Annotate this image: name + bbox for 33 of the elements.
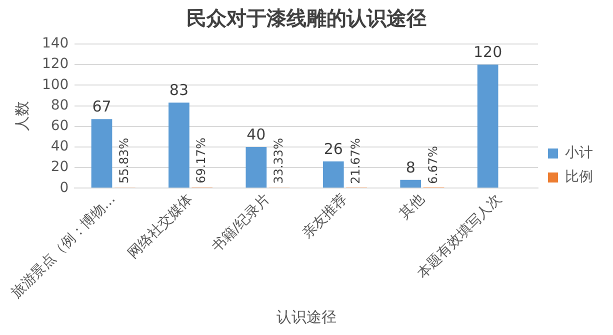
data-label: 120 (473, 42, 502, 61)
y-tick-label: 120 (42, 56, 69, 72)
data-label: 26 (324, 140, 343, 158)
y-tick-label: 80 (50, 97, 69, 114)
data-label: 8 (406, 158, 416, 176)
data-label: 55.83% (117, 138, 132, 184)
x-axis-title: 认识途径 (276, 308, 336, 326)
bar (168, 102, 190, 188)
data-label: 69.17% (194, 138, 208, 184)
data-label: 21.67% (348, 138, 363, 184)
y-tick-label: 60 (50, 118, 69, 134)
data-label: 33.33% (271, 138, 286, 184)
data-label: 40 (246, 125, 266, 144)
x-tick-label: 网络社交媒体 (125, 191, 196, 262)
x-tick-label: 其他 (396, 191, 428, 222)
bar (400, 180, 422, 188)
y-tick-label: 100 (42, 76, 69, 93)
y-axis-title: 人数 (12, 101, 31, 132)
bar (91, 119, 112, 188)
y-tick-label: 20 (50, 159, 69, 176)
x-tick-label: 亲友推荐 (299, 191, 350, 242)
data-label: 83 (169, 81, 189, 100)
chart-title: 民众对于漆线雕的认识途径 (186, 6, 426, 30)
bar (246, 146, 267, 188)
y-tick-label: 40 (50, 138, 69, 155)
bar (477, 64, 498, 188)
x-tick-label: 书籍/纪录片 (209, 191, 274, 256)
y-tick-label: 140 (42, 36, 69, 52)
legend-label: 小计 (565, 145, 593, 162)
bar (322, 161, 344, 188)
legend-label: 比例 (565, 169, 593, 186)
data-label: 6.67% (426, 146, 440, 184)
data-label: 67 (92, 98, 112, 116)
